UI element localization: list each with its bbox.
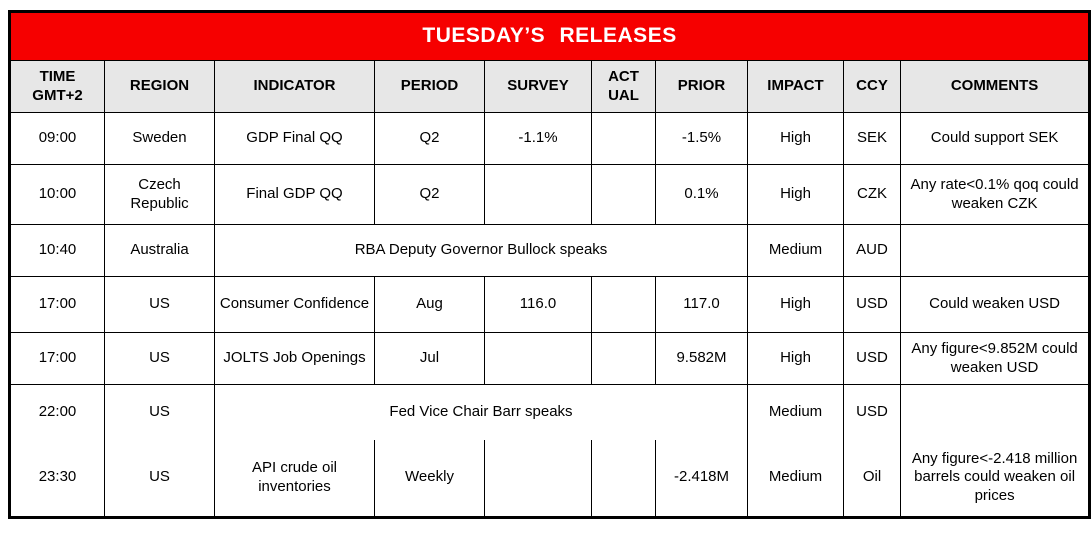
survey-cell bbox=[484, 439, 592, 518]
prior-cell: 117.0 bbox=[655, 276, 748, 333]
time-cell: 22:00 bbox=[9, 384, 105, 440]
time-cell: 23:30 bbox=[9, 439, 105, 518]
survey-cell bbox=[484, 164, 592, 225]
header-row: TIME GMT+2 REGION INDICATOR PERIOD SURVE… bbox=[9, 60, 1091, 113]
prior-cell: -1.5% bbox=[655, 112, 748, 165]
table-row: 17:00 US Consumer Confidence Aug 116.0 1… bbox=[9, 276, 1091, 333]
actual-cell bbox=[591, 112, 656, 165]
region-cell: US bbox=[104, 332, 215, 385]
col-header-indicator: INDICATOR bbox=[214, 60, 375, 113]
event-cell: RBA Deputy Governor Bullock speaks bbox=[214, 224, 748, 277]
ccy-cell: USD bbox=[843, 276, 901, 333]
prior-cell: 0.1% bbox=[655, 164, 748, 225]
ccy-cell: USD bbox=[843, 384, 901, 440]
impact-cell: High bbox=[747, 164, 844, 225]
region-cell: US bbox=[104, 439, 215, 518]
comments-cell: Could weaken USD bbox=[899, 276, 1091, 333]
region-cell: Australia bbox=[104, 224, 215, 277]
region-cell: US bbox=[104, 276, 215, 333]
indicator-cell: Final GDP QQ bbox=[214, 164, 375, 225]
comments-cell: Could support SEK bbox=[899, 112, 1091, 165]
comments-cell bbox=[899, 224, 1091, 277]
time-cell: 17:00 bbox=[9, 332, 105, 385]
table-row: 23:30 US API crude oil inventories Weekl… bbox=[9, 439, 1091, 518]
actual-cell bbox=[591, 439, 656, 518]
ccy-cell: AUD bbox=[843, 224, 901, 277]
table-row: 22:00 US Fed Vice Chair Barr speaks Medi… bbox=[9, 384, 1091, 440]
ccy-cell: USD bbox=[843, 332, 901, 385]
comments-cell: Any figure<9.852M could weaken USD bbox=[899, 332, 1091, 385]
actual-cell bbox=[591, 164, 656, 225]
actual-cell bbox=[591, 332, 656, 385]
table-row: 10:40 Australia RBA Deputy Governor Bull… bbox=[9, 224, 1091, 277]
ccy-cell: SEK bbox=[843, 112, 901, 165]
col-header-impact: IMPACT bbox=[747, 60, 844, 113]
title-row: TUESDAY’S RELEASES bbox=[8, 11, 1091, 61]
survey-cell bbox=[484, 332, 592, 385]
col-header-comments: COMMENTS bbox=[899, 60, 1091, 113]
period-cell: Weekly bbox=[374, 439, 485, 518]
time-cell: 10:40 bbox=[9, 224, 105, 277]
comments-cell bbox=[899, 384, 1091, 440]
time-cell: 10:00 bbox=[9, 164, 105, 225]
impact-cell: Medium bbox=[747, 384, 844, 440]
table-row: 17:00 US JOLTS Job Openings Jul 9.582M H… bbox=[9, 332, 1091, 385]
indicator-cell: GDP Final QQ bbox=[214, 112, 375, 165]
period-cell: Jul bbox=[374, 332, 485, 385]
col-header-ccy: CCY bbox=[843, 60, 901, 113]
survey-cell: -1.1% bbox=[484, 112, 592, 165]
col-header-survey: SURVEY bbox=[484, 60, 592, 113]
region-cell: Sweden bbox=[104, 112, 215, 165]
table-title: TUESDAY’S RELEASES bbox=[8, 11, 1091, 61]
table-row: 09:00 Sweden GDP Final QQ Q2 -1.1% -1.5%… bbox=[9, 112, 1091, 165]
period-cell: Q2 bbox=[374, 112, 485, 165]
page: TUESDAY’S RELEASES TIME GMT+2 REGION IND… bbox=[8, 10, 1092, 519]
impact-cell: High bbox=[747, 332, 844, 385]
col-header-prior: PRIOR bbox=[655, 60, 748, 113]
impact-cell: High bbox=[747, 112, 844, 165]
actual-cell bbox=[591, 276, 656, 333]
col-header-actual: ACTUAL bbox=[591, 60, 656, 113]
comments-cell: Any rate<0.1% qoq could weaken CZK bbox=[899, 164, 1091, 225]
col-header-region: REGION bbox=[104, 60, 215, 113]
col-header-time: TIME GMT+2 bbox=[9, 60, 105, 113]
comments-cell: Any figure<-2.418 million barrels could … bbox=[899, 439, 1091, 518]
impact-cell: High bbox=[747, 276, 844, 333]
prior-cell: -2.418M bbox=[655, 439, 748, 518]
time-cell: 09:00 bbox=[9, 112, 105, 165]
region-cell: Czech Republic bbox=[104, 164, 215, 225]
prior-cell: 9.582M bbox=[655, 332, 748, 385]
table-row: 10:00 Czech Republic Final GDP QQ Q2 0.1… bbox=[9, 164, 1091, 225]
ccy-cell: Oil bbox=[843, 439, 901, 518]
indicator-cell: JOLTS Job Openings bbox=[214, 332, 375, 385]
indicator-cell: API crude oil inventories bbox=[214, 439, 375, 518]
event-cell: Fed Vice Chair Barr speaks bbox=[214, 384, 748, 440]
survey-cell: 116.0 bbox=[484, 276, 592, 333]
col-header-period: PERIOD bbox=[374, 60, 485, 113]
indicator-cell: Consumer Confidence bbox=[214, 276, 375, 333]
releases-table: TUESDAY’S RELEASES TIME GMT+2 REGION IND… bbox=[8, 10, 1092, 519]
region-cell: US bbox=[104, 384, 215, 440]
time-cell: 17:00 bbox=[9, 276, 105, 333]
ccy-cell: CZK bbox=[843, 164, 901, 225]
impact-cell: Medium bbox=[747, 439, 844, 518]
impact-cell: Medium bbox=[747, 224, 844, 277]
period-cell: Aug bbox=[374, 276, 485, 333]
period-cell: Q2 bbox=[374, 164, 485, 225]
